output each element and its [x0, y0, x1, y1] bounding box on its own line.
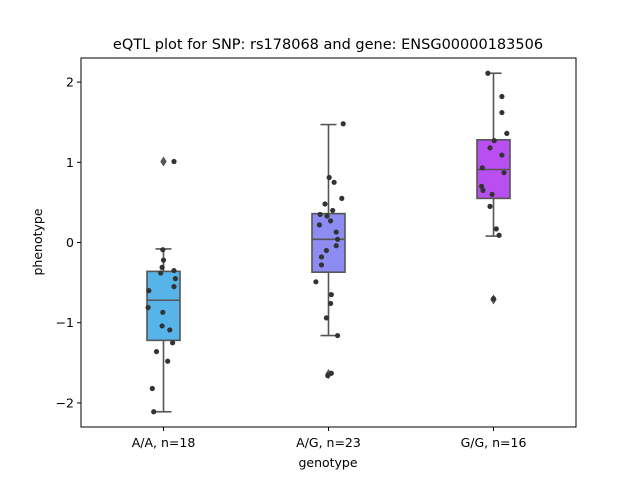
data-point [479, 165, 485, 171]
data-point [490, 296, 497, 302]
data-point [316, 222, 322, 228]
data-point [317, 211, 323, 218]
outlier-marker [160, 156, 167, 167]
iqr-box [311, 212, 346, 273]
x-tick-label: G/G, n=16 [461, 435, 527, 450]
y-axis-label: phenotype [30, 208, 45, 275]
box-group [146, 156, 181, 413]
data-point [158, 270, 164, 276]
box-group [311, 123, 346, 380]
data-point [499, 93, 505, 100]
data-point [146, 288, 152, 294]
chart-title: eQTL plot for SNP: rs178068 and gene: EN… [113, 37, 543, 53]
data-point [171, 267, 177, 274]
data-point [328, 218, 334, 224]
data-point [501, 170, 507, 176]
data-point [325, 373, 331, 379]
data-point [499, 152, 505, 158]
data-point [339, 195, 345, 201]
x-tick-label: A/G, n=23 [296, 435, 361, 450]
data-point [491, 138, 497, 144]
data-point [323, 247, 329, 254]
data-point [326, 174, 332, 181]
plot-area [145, 70, 511, 415]
data-point [496, 232, 502, 238]
data-point [160, 247, 166, 253]
y-tick-label: 0 [66, 235, 74, 250]
x-axis: A/A, n=18 A/G, n=23 G/G, n=16 [132, 427, 527, 450]
data-point [313, 279, 319, 285]
y-tick-label: 1 [66, 155, 74, 170]
data-point [159, 264, 165, 270]
data-point [151, 409, 157, 415]
x-axis-label: genotype [298, 455, 357, 470]
data-point [165, 358, 171, 364]
data-point [318, 254, 325, 260]
data-point [324, 213, 330, 219]
data-point [328, 292, 334, 298]
data-point [499, 109, 505, 116]
data-point [145, 304, 151, 311]
data-point [318, 262, 325, 268]
data-point [167, 327, 173, 333]
data-point [171, 284, 177, 290]
x-tick-label: A/A, n=18 [132, 435, 196, 450]
data-point [504, 130, 510, 137]
iqr-box [146, 270, 181, 342]
data-point [331, 179, 337, 185]
y-tick-label: −1 [56, 315, 74, 330]
data-point [323, 315, 329, 321]
data-point [322, 201, 328, 207]
y-tick-label: 2 [66, 75, 74, 90]
data-point [160, 309, 166, 315]
data-point [159, 323, 165, 329]
y-axis: −2 −1 0 1 2 [56, 75, 81, 410]
data-point [489, 191, 495, 197]
data-point [153, 348, 160, 355]
data-point [160, 257, 167, 263]
data-point [172, 275, 178, 282]
data-point [333, 243, 339, 249]
data-point [328, 300, 334, 307]
data-point [171, 158, 177, 165]
data-point [330, 207, 336, 214]
data-point [335, 332, 341, 339]
data-point [493, 226, 499, 232]
data-point [487, 203, 493, 210]
data-point [487, 145, 493, 151]
y-tick-label: −2 [56, 395, 74, 410]
data-point [480, 187, 486, 193]
data-point [485, 70, 491, 76]
data-point [333, 229, 339, 235]
data-point [335, 236, 341, 242]
data-point [340, 121, 346, 127]
data-point [170, 340, 176, 346]
data-point [149, 385, 155, 392]
data-point [479, 183, 485, 189]
